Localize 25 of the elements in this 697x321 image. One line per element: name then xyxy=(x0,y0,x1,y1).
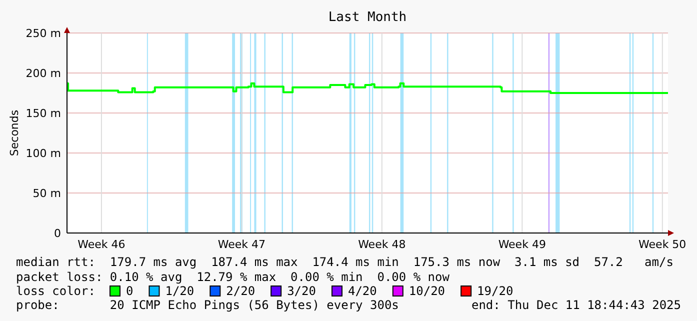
y-tick-label: 150 m xyxy=(26,107,61,120)
legend-label: 2/20 xyxy=(226,284,256,298)
x-tick-label: Week 47 xyxy=(218,238,266,251)
legend-label: 10/20 xyxy=(408,284,446,298)
y-tick-label: 200 m xyxy=(26,67,61,80)
legend-label: 0 xyxy=(126,284,134,298)
y-tick-label: 100 m xyxy=(26,147,61,160)
legend-label: 1/20 xyxy=(165,284,194,298)
legend-label: 4/20 xyxy=(348,284,377,298)
y-tick-label: 250 m xyxy=(26,27,61,40)
y-tick-label: 0 xyxy=(54,227,61,240)
x-tick-label: Week 46 xyxy=(78,238,126,251)
x-tick-label: Week 50 xyxy=(638,238,686,251)
legend-label: 19/20 xyxy=(477,284,514,298)
legend-label: 3/20 xyxy=(287,284,316,298)
text: packet loss: 0.10 % avg 12.79 % max 0.00 % min 0.00 % now xyxy=(16,270,450,284)
x-tick-label: Week 48 xyxy=(358,238,406,251)
text: end: Thu Dec 11 18:44:43 2025 xyxy=(471,298,681,312)
x-tick-label: Week 49 xyxy=(498,238,546,251)
y-tick-label: 50 m xyxy=(32,187,61,200)
y-axis-title: Seconds xyxy=(8,110,21,156)
text: median rtt: 179.7 ms avg 187.4 ms max 174.4 ms min 175.3 ms now 3.1 ms sd 57.2 am/s xyxy=(16,255,674,269)
chart-title: Last Month xyxy=(328,10,407,25)
text: probe: 20 ICMP Echo Pings (56 Bytes) every 300s xyxy=(16,298,399,312)
legend-title: loss color: xyxy=(16,284,96,298)
